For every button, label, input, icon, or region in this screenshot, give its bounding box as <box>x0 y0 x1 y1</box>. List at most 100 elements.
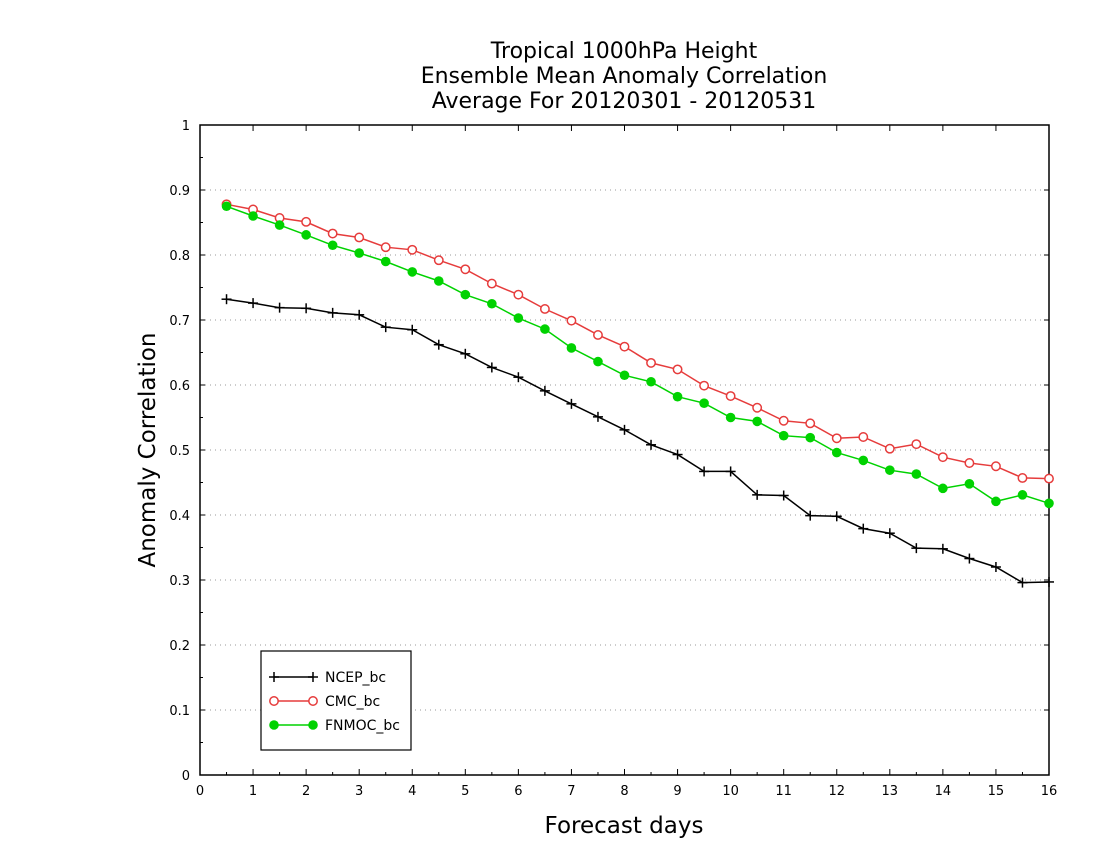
data-point <box>964 458 975 468</box>
data-point <box>646 439 657 450</box>
data-point <box>805 510 816 521</box>
legend-marker <box>308 672 318 682</box>
data-point <box>380 322 391 333</box>
data-point <box>513 372 524 383</box>
data-point <box>752 489 763 500</box>
data-point <box>699 466 710 477</box>
legend-marker <box>269 696 279 706</box>
data-point <box>593 330 603 340</box>
series-lines <box>221 199 1054 588</box>
legend-marker <box>308 720 318 730</box>
data-point <box>725 466 736 477</box>
series-FNMOC_bc <box>221 201 1054 509</box>
data-point <box>619 424 630 435</box>
data-point <box>327 240 338 251</box>
data-point <box>566 315 577 326</box>
y-tick-label: 0.4 <box>169 509 190 524</box>
x-tick-label: 0 <box>196 784 204 799</box>
data-point <box>407 324 418 335</box>
chart-title-line: Tropical 1000hPa Height <box>490 39 758 64</box>
y-tick-label: 0.3 <box>169 574 190 589</box>
data-point <box>938 483 948 494</box>
data-point <box>513 313 524 323</box>
y-tick-label: 1 <box>182 119 190 134</box>
y-tick-label: 0.9 <box>169 184 190 199</box>
data-point <box>354 309 365 320</box>
data-point <box>566 398 577 409</box>
data-point <box>327 228 338 239</box>
data-point <box>513 289 524 300</box>
data-point <box>487 298 497 309</box>
data-point <box>221 201 232 212</box>
legend-marker <box>269 672 279 682</box>
data-point <box>778 430 789 441</box>
data-point <box>991 496 1001 507</box>
series-CMC_bc <box>221 199 1054 484</box>
x-tick-label: 4 <box>408 784 416 799</box>
data-point <box>672 391 683 402</box>
data-point <box>460 289 471 300</box>
data-point <box>301 230 311 240</box>
data-point <box>990 461 1001 472</box>
data-point <box>778 490 789 501</box>
data-point <box>964 553 975 564</box>
data-point <box>592 411 603 422</box>
legend-item: FNMOC_bc <box>269 718 400 734</box>
data-point <box>619 370 630 381</box>
data-point <box>619 341 630 352</box>
data-point <box>752 402 763 413</box>
data-point <box>593 356 603 367</box>
data-point <box>752 416 762 427</box>
data-point <box>937 452 948 463</box>
x-tick-label: 5 <box>461 784 469 799</box>
chart-title-line: Average For 20120301 - 20120531 <box>432 89 817 114</box>
data-point <box>1044 498 1054 509</box>
data-point <box>672 364 683 375</box>
data-point <box>937 543 948 554</box>
data-point <box>858 455 869 466</box>
x-tick-label: 14 <box>935 784 952 799</box>
data-point <box>1017 490 1028 500</box>
y-axis: 0 0.1 0.2 0.3 0.4 0.5 0.6 0.7 0.8 0.9 1 <box>169 119 1049 784</box>
data-point <box>911 469 922 479</box>
series-NCEP_bc <box>221 294 1054 588</box>
data-point <box>274 220 285 230</box>
data-point <box>699 398 709 409</box>
data-point <box>486 362 497 373</box>
x-tick-label: 9 <box>673 784 681 799</box>
series-line <box>226 298 1050 584</box>
data-point <box>964 479 975 489</box>
x-axis-label: Forecast days <box>545 813 704 839</box>
legend: NCEP_bc CMC_bc FNMOC_bc <box>260 650 412 751</box>
data-point <box>380 242 391 253</box>
data-point <box>1044 576 1054 587</box>
data-point <box>1044 473 1054 484</box>
gridlines <box>200 189 1049 711</box>
x-tick-label: 13 <box>882 784 899 799</box>
data-point <box>646 376 656 387</box>
x-tick-label: 8 <box>620 784 628 799</box>
data-point <box>433 255 444 266</box>
x-tick-label: 10 <box>722 784 739 799</box>
y-tick-label: 0.2 <box>169 639 190 654</box>
legend-marker <box>308 696 318 706</box>
x-tick-label: 2 <box>302 784 310 799</box>
legend-label: NCEP_bc <box>325 670 386 686</box>
y-axis-label: Anomaly Correlation <box>135 332 161 567</box>
data-point <box>778 415 789 426</box>
data-point <box>248 298 259 309</box>
x-tick-label: 7 <box>567 784 575 799</box>
data-point <box>486 278 497 289</box>
data-point <box>1017 577 1028 588</box>
legend-marker <box>269 720 279 730</box>
data-point <box>540 324 550 334</box>
data-point <box>301 303 312 314</box>
data-point <box>699 380 710 391</box>
x-tick-label: 15 <box>988 784 1005 799</box>
y-tick-label: 0.7 <box>169 314 190 329</box>
data-point <box>885 465 895 475</box>
data-point <box>646 357 656 368</box>
data-point <box>884 443 895 454</box>
data-point <box>725 412 736 423</box>
